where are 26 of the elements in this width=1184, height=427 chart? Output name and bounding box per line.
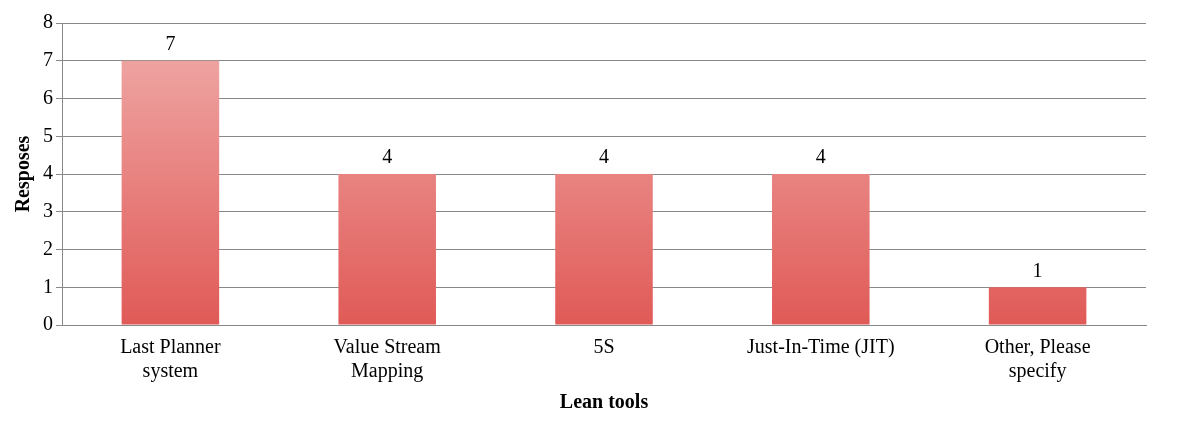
bar xyxy=(772,174,870,325)
x-tick-label: Value Stream Mapping xyxy=(333,335,442,383)
data-label: 4 xyxy=(382,145,393,168)
data-label: 4 xyxy=(599,145,609,168)
x-tick-label: Last Planner system xyxy=(120,335,221,383)
y-axis-title: Resposes xyxy=(11,135,35,213)
y-tick-label: 7 xyxy=(43,48,53,70)
data-label: 7 xyxy=(165,32,176,54)
y-tick-label: 0 xyxy=(43,312,53,335)
bar xyxy=(338,174,436,325)
y-tick-label: 2 xyxy=(43,236,53,259)
bar xyxy=(121,60,220,325)
data-label: 4 xyxy=(815,145,826,168)
y-tick-label: 3 xyxy=(43,199,53,221)
x-axis-title: Lean tools xyxy=(559,390,649,413)
x-tick-label: Other, Please specify xyxy=(984,335,1091,383)
y-tick-label: 6 xyxy=(43,85,53,108)
bar xyxy=(555,174,653,325)
bar xyxy=(988,287,1087,325)
y-tick-label: 4 xyxy=(43,161,53,184)
y-tick-label: 1 xyxy=(43,274,53,297)
y-tick-label: 5 xyxy=(43,123,53,146)
x-tick-label: Just-In-Time (JIT) xyxy=(747,335,895,359)
x-tick-label: 5S xyxy=(593,335,615,358)
y-tick-label: 8 xyxy=(43,10,53,33)
data-label: 1 xyxy=(1032,258,1043,281)
